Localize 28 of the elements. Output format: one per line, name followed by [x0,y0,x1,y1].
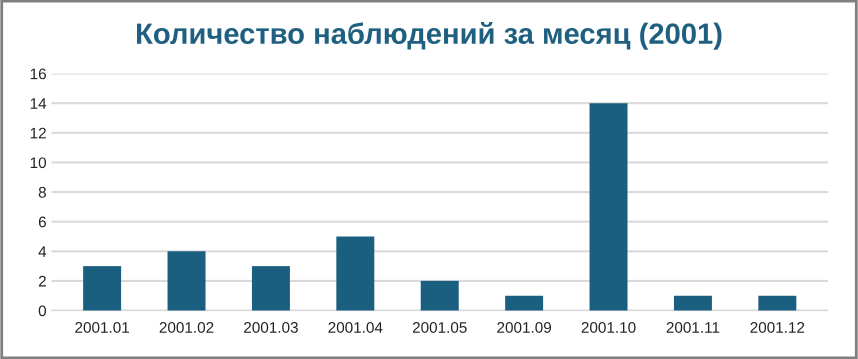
x-tick-label: 2001.04 [328,322,382,333]
y-tick-label: 14 [30,98,46,109]
y-tick-label: 8 [38,186,46,198]
bar [505,296,544,311]
bar [336,236,374,311]
chart-title: Количество наблюдений за месяц (2001) [137,22,722,50]
y-tick-label: 4 [38,246,46,257]
y-tick-label: 6 [38,216,46,228]
bar [420,280,459,311]
y-tick-label: 12 [30,128,46,138]
bar [83,266,122,311]
bar [590,103,628,311]
bar [252,266,290,311]
bar [168,251,206,311]
y-tick-label: 16 [30,68,46,80]
bar [674,296,712,311]
x-tick-label: 2001.10 [582,322,636,333]
x-tick-label: 2001.12 [750,322,804,333]
x-tick-label: 2001.11 [666,322,720,333]
x-tick-label: 2001.05 [412,322,467,333]
y-tick-label: 0 [38,305,46,316]
x-tick-label: 2001.01 [75,322,129,333]
x-tick-label: 2001.03 [244,322,298,333]
y-tick-label: 10 [30,157,46,168]
x-tick-label: 2001.02 [160,322,214,333]
x-tick-label: 2001.09 [497,322,552,333]
y-tick-label: 2 [38,276,46,286]
bar [758,296,796,311]
